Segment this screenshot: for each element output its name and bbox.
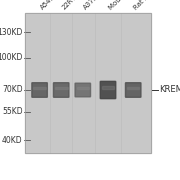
FancyBboxPatch shape xyxy=(53,83,69,97)
Text: 100KD: 100KD xyxy=(0,53,22,62)
FancyBboxPatch shape xyxy=(32,83,47,97)
Bar xyxy=(127,87,140,89)
Bar xyxy=(25,13,151,153)
Bar xyxy=(55,87,68,89)
Text: 70KD: 70KD xyxy=(2,86,22,94)
FancyBboxPatch shape xyxy=(100,81,116,99)
Bar xyxy=(102,86,114,89)
Text: 40KD: 40KD xyxy=(2,136,22,145)
FancyBboxPatch shape xyxy=(75,83,91,97)
Text: KREMEN1: KREMEN1 xyxy=(159,86,180,94)
Bar xyxy=(76,87,89,89)
Text: 55KD: 55KD xyxy=(2,107,22,116)
Bar xyxy=(25,13,151,153)
Text: Mouse lung: Mouse lung xyxy=(108,0,141,11)
Text: A549: A549 xyxy=(40,0,57,11)
Text: 130KD: 130KD xyxy=(0,28,22,37)
Text: 22RV1: 22RV1 xyxy=(61,0,81,11)
Bar xyxy=(33,87,46,89)
Text: Rat kidney: Rat kidney xyxy=(133,0,164,11)
Text: A375: A375 xyxy=(83,0,100,11)
FancyBboxPatch shape xyxy=(125,83,141,97)
